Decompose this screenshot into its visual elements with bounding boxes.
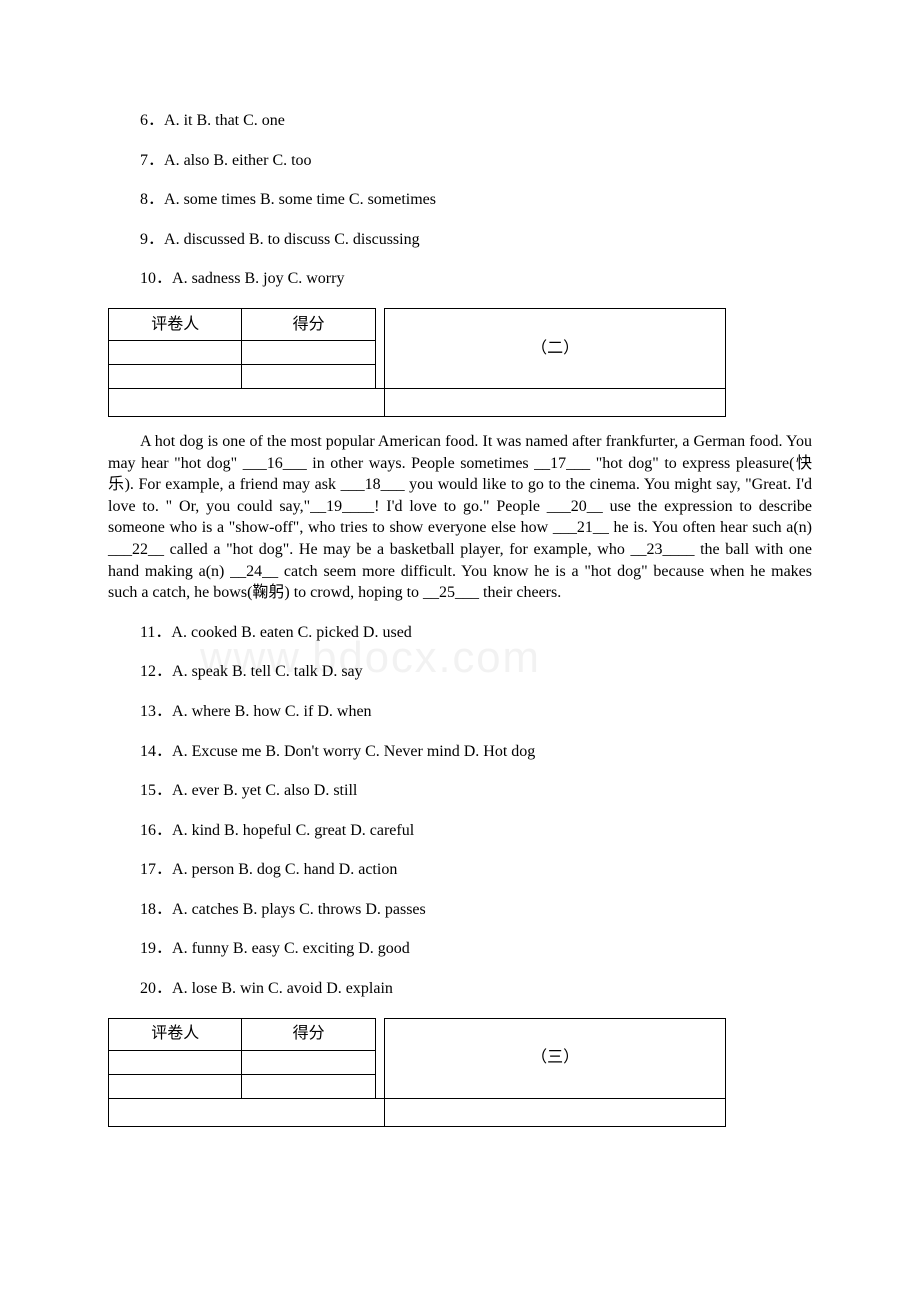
question-text: A. some times B. some time C. sometimes: [164, 191, 436, 208]
question-text: A. also B. either C. too: [164, 152, 312, 169]
grader-header: 评卷人: [109, 308, 242, 340]
question-text: A. catches B. plays C. throws D. passes: [172, 901, 426, 918]
question-16: 16．A. kind B. hopeful C. great D. carefu…: [108, 820, 812, 842]
question-number: 20: [140, 980, 156, 997]
question-12: 12．A. speak B. tell C. talk D. say: [108, 661, 812, 683]
grader-cell: [109, 340, 242, 364]
passage-text: A hot dog is one of the most popular Ame…: [108, 431, 812, 604]
question-number: 19: [140, 940, 156, 957]
question-text: A. kind B. hopeful C. great D. careful: [172, 822, 414, 839]
question-text: A. person B. dog C. hand D. action: [172, 861, 397, 878]
passage-hot-dog: A hot dog is one of the most popular Ame…: [108, 431, 812, 604]
question-text: A. discussed B. to discuss C. discussing: [164, 231, 420, 248]
question-number: 7: [140, 152, 148, 169]
table-bottom-right: [385, 388, 726, 416]
question-9: 9．A. discussed B. to discuss C. discussi…: [108, 229, 812, 251]
question-text: A. speak B. tell C. talk D. say: [172, 663, 363, 680]
question-number: 11: [140, 624, 155, 641]
question-number: 10: [140, 270, 156, 287]
section-label: （三）: [385, 1018, 726, 1098]
score-cell: [242, 1050, 375, 1074]
table-bottom-right: [385, 1098, 726, 1126]
score-cell: [242, 340, 375, 364]
table-bottom-left: [109, 1098, 385, 1126]
question-number: 17: [140, 861, 156, 878]
question-text: A. ever B. yet C. also D. still: [172, 782, 357, 799]
table-bottom-left: [109, 388, 385, 416]
score-cell-2: [242, 1074, 375, 1098]
question-14: 14．A. Excuse me B. Don't worry C. Never …: [108, 741, 812, 763]
question-text: A. sadness B. joy C. worry: [172, 270, 344, 287]
question-text: A. cooked B. eaten C. picked D. used: [171, 624, 411, 641]
question-15: 15．A. ever B. yet C. also D. still: [108, 780, 812, 802]
question-11: 11．A. cooked B. eaten C. picked D. used: [108, 622, 812, 644]
question-18: 18．A. catches B. plays C. throws D. pass…: [108, 899, 812, 921]
question-17: 17．A. person B. dog C. hand D. action: [108, 859, 812, 881]
question-text: A. it B. that C. one: [164, 112, 285, 129]
question-number: 14: [140, 743, 156, 760]
score-header: 得分: [242, 308, 375, 340]
question-number: 13: [140, 703, 156, 720]
question-text: A. funny B. easy C. exciting D. good: [172, 940, 410, 957]
grader-cell: [109, 1050, 242, 1074]
question-number: 12: [140, 663, 156, 680]
question-10: 10．A. sadness B. joy C. worry: [108, 268, 812, 290]
question-number: 8: [140, 191, 148, 208]
question-text: A. where B. how C. if D. when: [172, 703, 372, 720]
question-7: 7．A. also B. either C. too: [108, 150, 812, 172]
score-table-section-2: 评卷人 得分 （二）: [108, 308, 726, 417]
question-number: 6: [140, 112, 148, 129]
grader-cell-2: [109, 1074, 242, 1098]
grader-header: 评卷人: [109, 1018, 242, 1050]
question-text: A. lose B. win C. avoid D. explain: [172, 980, 393, 997]
question-20: 20．A. lose B. win C. avoid D. explain: [108, 978, 812, 1000]
question-6: 6．A. it B. that C. one: [108, 110, 812, 132]
question-number: 16: [140, 822, 156, 839]
question-19: 19．A. funny B. easy C. exciting D. good: [108, 938, 812, 960]
section-label: （二）: [385, 308, 726, 388]
question-8: 8．A. some times B. some time C. sometime…: [108, 189, 812, 211]
question-13: 13．A. where B. how C. if D. when: [108, 701, 812, 723]
question-text: A. Excuse me B. Don't worry C. Never min…: [172, 743, 535, 760]
score-header: 得分: [242, 1018, 375, 1050]
question-number: 9: [140, 231, 148, 248]
question-number: 15: [140, 782, 156, 799]
score-table-section-3: 评卷人 得分 （三）: [108, 1018, 726, 1127]
grader-cell-2: [109, 364, 242, 388]
question-number: 18: [140, 901, 156, 918]
score-cell-2: [242, 364, 375, 388]
